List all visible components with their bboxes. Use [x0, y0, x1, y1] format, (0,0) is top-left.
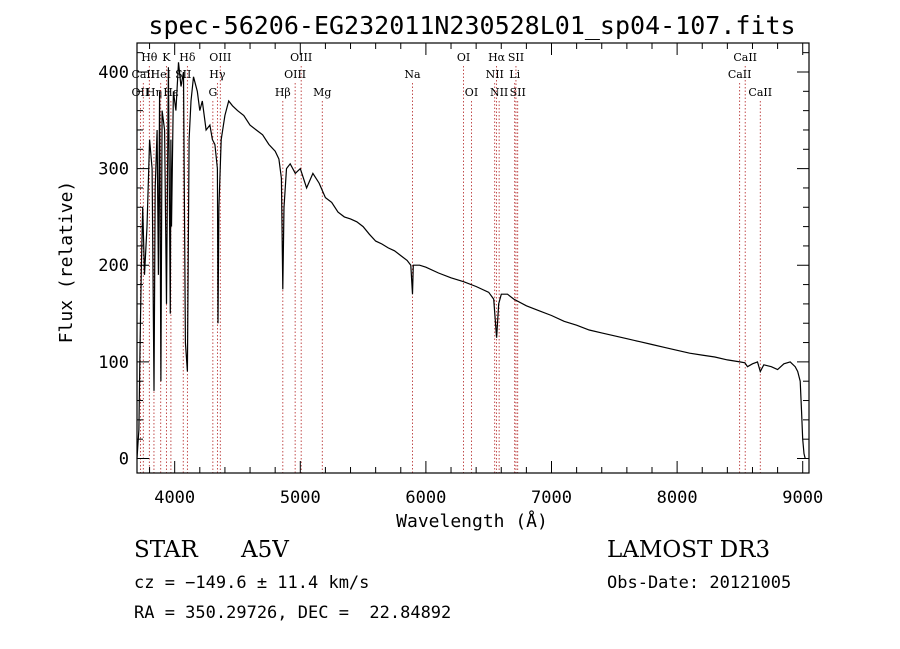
x-tick-label: 5000	[280, 488, 321, 508]
line-marker-label: Hγ	[209, 68, 226, 81]
observation-date: Obs-Date: 20121005	[607, 573, 792, 593]
line-marker-label: Hα	[488, 51, 506, 64]
line-marker-label: Na	[404, 68, 421, 81]
y-tick-label: 300	[98, 160, 129, 180]
y-axis: 0 100 200 300 400	[98, 52, 809, 470]
x-tick-label: 4000	[154, 488, 195, 508]
line-marker-label: Mg	[313, 86, 331, 99]
line-marker-label: OIII	[284, 68, 306, 81]
line-marker-label: Hε	[163, 86, 179, 99]
line-marker-label: CaII	[728, 68, 752, 81]
line-marker-label: OII	[132, 86, 150, 99]
line-marker-label: NII	[490, 86, 508, 99]
x-axis: 4000 5000 6000 7000 8000 9000	[149, 43, 823, 508]
line-marker-label: SII	[510, 86, 526, 99]
line-marker-label: K	[162, 51, 171, 64]
object-class: STAR	[134, 537, 198, 563]
redshift-cz: cz = −149.6 ± 11.4 km/s	[134, 573, 370, 593]
survey-name: LAMOST DR3	[607, 537, 771, 563]
line-marker-label: OI	[465, 86, 478, 99]
line-marker-label: OI	[457, 51, 470, 64]
coordinates: RA = 350.29726, DEC = 22.84892	[134, 603, 452, 623]
line-marker-label: Hβ	[275, 86, 291, 99]
line-marker-label: SII	[508, 51, 524, 64]
chart-title: spec-56206-EG232011N230528L01_sp04-107.f…	[148, 11, 795, 40]
line-marker-label: CaII	[748, 86, 772, 99]
spectrum-line	[136, 62, 806, 459]
line-marker-label: NII	[486, 68, 504, 81]
y-tick-label: 0	[119, 450, 129, 470]
y-tick-label: 200	[98, 256, 129, 276]
line-marker-label: Hθ	[141, 51, 158, 64]
line-marker-label: OIII	[290, 51, 312, 64]
y-axis-label: Flux (relative)	[56, 181, 77, 344]
y-tick-label: 400	[98, 63, 129, 83]
line-marker-label: Li	[509, 68, 520, 81]
x-axis-label: Wavelength (Å)	[396, 510, 548, 532]
plot-frame	[136, 42, 810, 474]
line-marker-label: Hη	[146, 86, 162, 99]
x-tick-label: 9000	[782, 488, 823, 508]
x-tick-label: 6000	[405, 488, 446, 508]
line-marker-label: CaII	[733, 51, 757, 64]
y-tick-label: 100	[98, 353, 129, 373]
spectral-subclass: A5V	[241, 537, 289, 563]
x-tick-label: 8000	[657, 488, 698, 508]
line-marker-label: Hδ	[179, 51, 196, 64]
line-marker-label: OIII	[209, 51, 231, 64]
x-tick-label: 7000	[531, 488, 572, 508]
line-marker-label: HeI	[151, 68, 171, 81]
line-marker-label: G	[208, 86, 217, 99]
